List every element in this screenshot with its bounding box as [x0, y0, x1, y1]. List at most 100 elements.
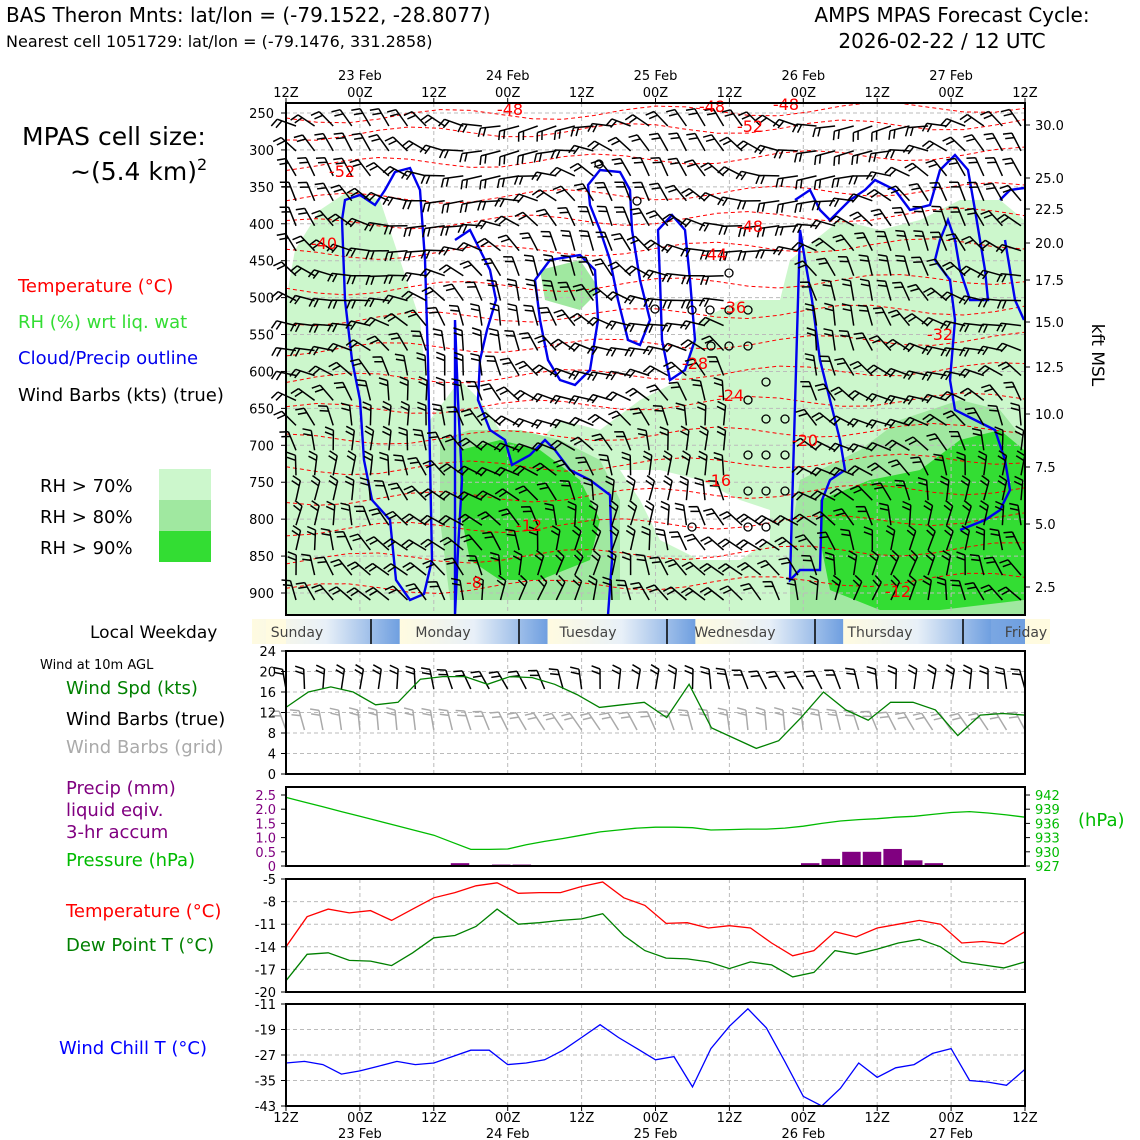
wind-barb — [902, 144, 929, 155]
wind-barb — [290, 114, 316, 127]
time-height-panel: -48 -48 -48 -52 -52 -48 -40 -44 -36 -32 -28 -24 -20 -… — [249, 69, 1064, 616]
wind-barb — [477, 511, 502, 526]
wind-barb — [346, 450, 357, 476]
precip-bar — [883, 848, 902, 866]
wind-barb — [754, 514, 780, 526]
temperature-contour — [285, 119, 1026, 141]
precip-bar — [821, 858, 841, 866]
wind-barb — [736, 539, 762, 551]
y-tick-label: 24 — [259, 645, 276, 660]
wind-barb — [661, 272, 687, 283]
wind-barb — [694, 477, 706, 501]
wind-barb — [528, 526, 539, 551]
wind-barb — [871, 574, 882, 601]
wind-barb — [961, 235, 985, 252]
wind-barb — [482, 531, 502, 551]
pressure-tick-label: 250 — [249, 107, 274, 122]
wind-barb — [859, 278, 874, 301]
temperature-contour — [285, 207, 1026, 230]
wind-barb — [735, 170, 761, 181]
precip-bar — [842, 851, 861, 866]
wind-barb — [470, 352, 483, 376]
wind-barb-grid — [638, 711, 657, 731]
wind-barb — [847, 443, 873, 453]
wind-barb — [559, 479, 576, 501]
wind-barb — [1014, 425, 1025, 451]
wind-barb — [821, 279, 836, 301]
wind-barb — [402, 249, 427, 261]
temperature-contour — [285, 484, 1026, 506]
wind-barb — [480, 383, 502, 401]
wind-barb — [810, 490, 836, 501]
wind-barb — [606, 549, 617, 576]
wind-barb — [904, 436, 929, 451]
wind-barb — [555, 574, 566, 601]
wind-barb — [1010, 402, 1022, 426]
kft-tick-label: 12.5 — [1035, 361, 1064, 376]
wind-barb — [680, 587, 706, 601]
y-tick-label: 0.5 — [255, 846, 276, 861]
wind-barb — [403, 225, 427, 237]
wind-barb — [971, 427, 985, 451]
wind-barb — [514, 211, 539, 227]
wind-barb — [485, 355, 502, 376]
wind-barb — [420, 114, 446, 127]
wind-barb-true — [294, 665, 306, 690]
wind-barb — [382, 400, 392, 426]
temperature-contour-label: -40 — [311, 234, 337, 253]
pressure-tick-label: 550 — [249, 329, 274, 344]
pressure-tick-label: 750 — [249, 476, 274, 491]
wind-barb — [804, 353, 818, 376]
wind-barb — [596, 205, 613, 227]
temperature-contour-label: -16 — [705, 471, 731, 490]
wind-barb — [328, 475, 339, 501]
wind-barb — [681, 187, 706, 202]
wind-barb — [667, 157, 688, 177]
wind-barb-true — [667, 664, 678, 690]
wind-barb — [624, 322, 650, 333]
calm-marker — [761, 486, 771, 496]
wind-barb — [560, 229, 576, 251]
temperature-line — [285, 881, 1026, 957]
temperature-contour-labels: -48 -48 -48 -52 -52 -48 -40 -44 -36 -32 -28 -24 -20 -… — [311, 95, 953, 601]
wind-barb-true — [784, 670, 804, 690]
wind-barb — [887, 185, 911, 202]
wind-barb — [475, 440, 501, 451]
wind-barb — [824, 302, 836, 326]
wind-barb — [995, 243, 1022, 254]
wind-barb — [995, 342, 1022, 353]
wind-barb — [738, 111, 762, 127]
wind-barb — [331, 108, 353, 127]
rh-shading — [286, 190, 1024, 615]
y-tick-label: 0 — [268, 768, 276, 783]
wind-barb — [330, 184, 353, 202]
weekday-segment — [399, 619, 548, 644]
wind-barb — [921, 140, 947, 152]
wind-barb — [346, 274, 371, 285]
wind-barb — [652, 404, 669, 426]
y-tick-label: 16 — [259, 686, 276, 701]
wind-barb — [757, 559, 780, 576]
wind-barb — [831, 574, 842, 601]
wind-barb — [307, 269, 334, 279]
wind-barb — [681, 450, 691, 476]
wind-barb — [422, 200, 445, 213]
wind-barb — [496, 175, 520, 189]
wind-barb — [412, 428, 427, 451]
wind-barb — [550, 439, 576, 451]
bottom-time-label: 12Z — [273, 1111, 299, 1126]
wind-barb — [942, 261, 966, 277]
wind-barb — [679, 475, 689, 501]
wind-barb — [453, 351, 465, 376]
cycle-date: 2026-02-22 / 12 UTC — [838, 29, 1045, 53]
wind-barb — [345, 339, 371, 352]
wind-barb — [923, 287, 948, 302]
windspeed-panel: 0 4 8 12 16 20 24 — [259, 645, 1026, 783]
wind-barb — [401, 272, 427, 282]
wind-barb — [832, 125, 854, 141]
wind-barb — [394, 353, 409, 376]
kft-tick-label: 20.0 — [1035, 237, 1064, 252]
y-tick-label: 8 — [268, 727, 276, 742]
wind-barb — [979, 500, 989, 526]
wind-barb — [443, 557, 464, 576]
